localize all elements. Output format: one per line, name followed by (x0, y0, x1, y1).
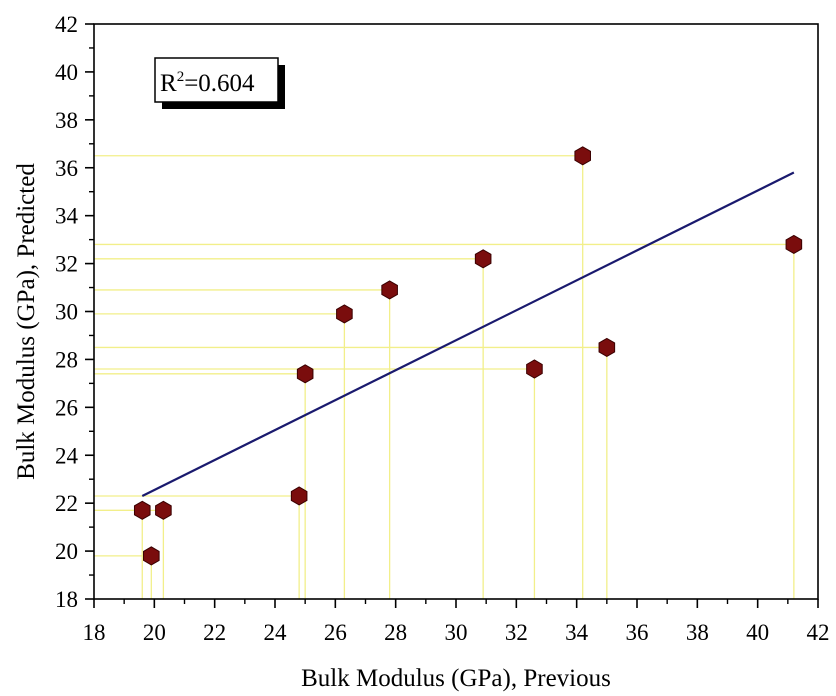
data-point-3 (290, 486, 308, 506)
r-squared-exponent: 2 (177, 69, 185, 85)
data-point-5 (336, 304, 353, 324)
data-point-1 (143, 546, 160, 566)
plot-frame (93, 23, 819, 600)
svg-text:R2=0.604: R2=0.604 (160, 69, 255, 97)
r-squared-value: =0.604 (184, 70, 255, 97)
guide-lines (94, 155, 795, 599)
y-tick-label: 26 (55, 395, 78, 420)
fit-line-group (141, 171, 795, 497)
data-point-6 (381, 280, 398, 300)
x-axis-title: Bulk Modulus (GPa), Previous (301, 665, 611, 692)
x-tick-label: 30 (445, 620, 468, 645)
y-tick-label: 38 (55, 108, 78, 133)
y-tick-label: 34 (55, 204, 79, 229)
y-tick-label: 42 (55, 12, 78, 37)
x-tick-labels: 18 20 22 24 26 28 30 32 34 36 38 40 42 (83, 620, 830, 645)
y-axis-title: Bulk Modulus (GPa), Predicted (13, 163, 40, 480)
x-tick-label: 36 (626, 620, 649, 645)
y-tick-label: 22 (55, 491, 78, 516)
y-tick-label: 40 (55, 60, 78, 85)
data-point-11 (785, 234, 803, 254)
r-squared-annotation: R2=0.604 (154, 57, 285, 109)
y-tick-labels: 18 20 22 24 26 28 30 32 34 36 38 40 42 (55, 12, 79, 612)
data-points (133, 146, 803, 566)
fit-line (141, 171, 795, 497)
x-tick-label: 26 (324, 620, 347, 645)
data-point-0 (133, 500, 151, 520)
x-tick-label: 34 (565, 620, 589, 645)
data-point-4 (296, 364, 314, 384)
y-tick-label: 24 (55, 443, 79, 468)
data-point-8 (526, 359, 543, 379)
x-tick-label: 22 (203, 620, 226, 645)
x-tick-label: 32 (505, 620, 528, 645)
x-tick-label: 40 (746, 620, 769, 645)
x-tick-label: 38 (686, 620, 709, 645)
y-tick-label: 30 (55, 300, 78, 325)
data-point-10 (598, 337, 616, 358)
x-tick-label: 42 (807, 620, 830, 645)
y-tick-label: 32 (55, 252, 78, 277)
y-tick-label: 18 (55, 587, 78, 612)
axis-ticks (85, 23, 819, 608)
x-tick-label: 28 (384, 620, 407, 645)
y-tick-label: 20 (55, 539, 78, 564)
data-point-2 (155, 500, 172, 520)
data-point-7 (474, 249, 492, 269)
y-tick-label: 36 (55, 156, 78, 181)
y-tick-label: 28 (55, 347, 78, 372)
x-tick-label: 20 (143, 620, 166, 645)
r-squared-base: R (160, 70, 177, 97)
x-tick-label: 24 (264, 620, 288, 645)
data-point-9 (574, 146, 591, 166)
x-tick-label: 18 (83, 620, 106, 645)
